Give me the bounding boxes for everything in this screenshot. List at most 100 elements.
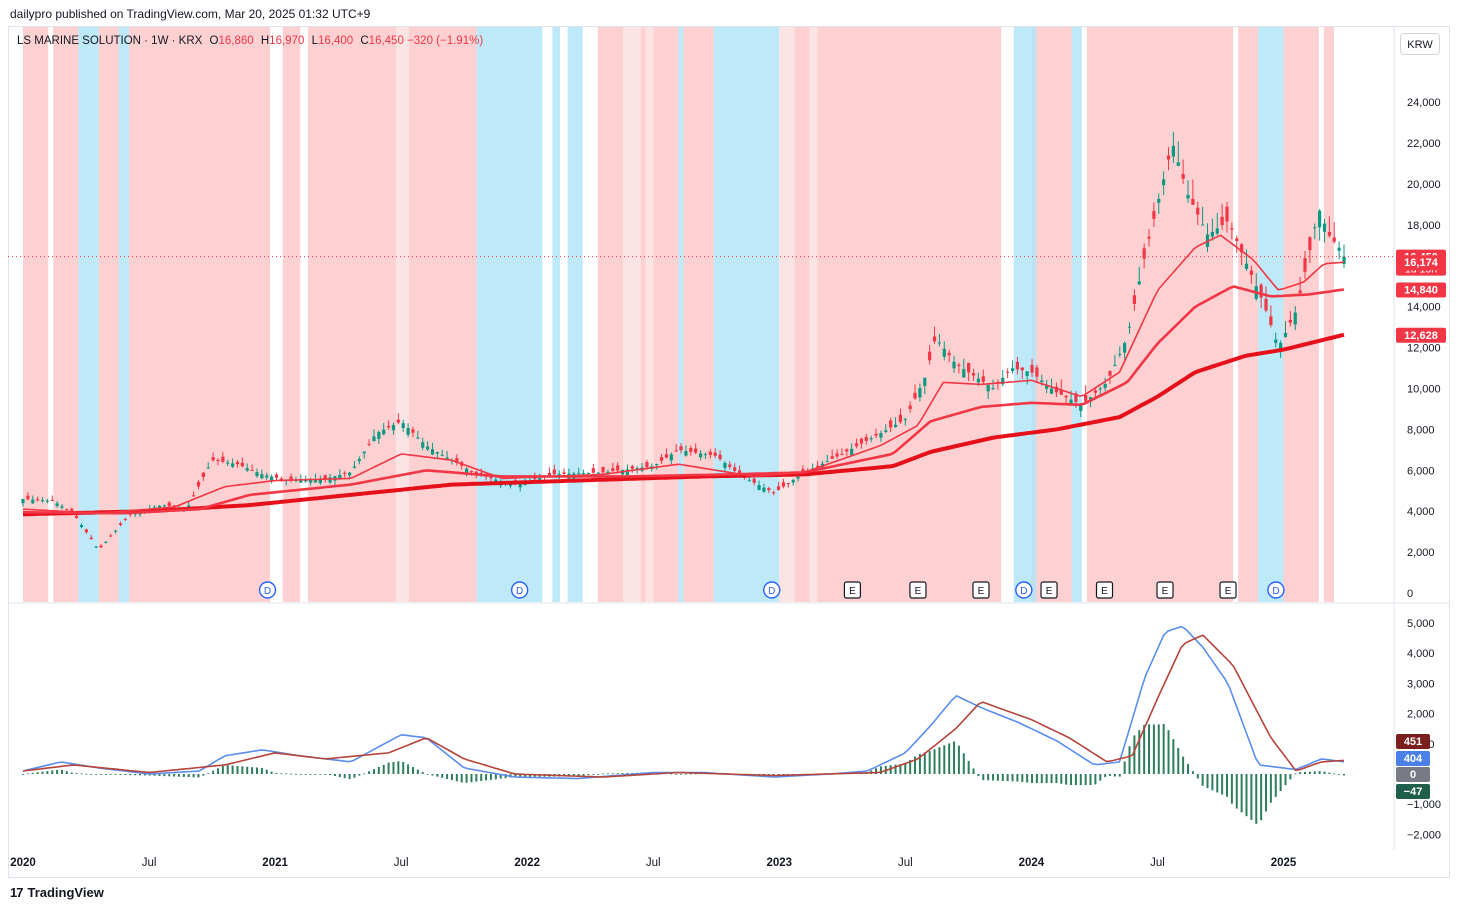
macd-histogram-bar	[246, 766, 249, 774]
chart-frame	[8, 26, 1450, 878]
candle-body	[1030, 364, 1034, 373]
candle-body	[815, 465, 820, 467]
macd-histogram-bar	[1343, 774, 1345, 776]
macd-histogram-bar	[1167, 730, 1170, 774]
earnings-marker-label: E	[849, 586, 856, 597]
macd-histogram-bar	[353, 774, 356, 778]
candle-body	[265, 475, 269, 478]
macd-histogram-bar	[411, 767, 414, 774]
macd-histogram-bar	[343, 774, 346, 779]
candle-body	[1181, 174, 1185, 179]
macd-value-label-box	[1396, 784, 1430, 799]
candle-body	[36, 499, 40, 501]
macd-histogram-bar	[957, 745, 960, 774]
candle-body	[1093, 390, 1097, 393]
y-tick-label: 6,000	[1407, 465, 1435, 477]
candle-body	[1171, 145, 1175, 157]
currency-button[interactable]: KRW	[1400, 33, 1440, 55]
y-tick-label: 4,000	[1407, 506, 1435, 518]
macd-histogram-bar	[290, 773, 293, 775]
macd-tick-label: 4,000	[1407, 648, 1435, 660]
dividend-marker-label: D	[1020, 586, 1027, 597]
macd-histogram-bar	[1323, 771, 1326, 774]
candle-body	[60, 506, 64, 508]
macd-histogram-bar	[465, 774, 468, 783]
macd-histogram-bar	[475, 774, 478, 782]
macd-histogram-bar	[875, 768, 878, 774]
candle-body	[1201, 224, 1205, 226]
candle-body	[299, 479, 303, 483]
y-tick-label: 22,000	[1407, 138, 1441, 150]
macd-histogram-bar	[1152, 724, 1155, 774]
macd-histogram-bar	[60, 769, 63, 774]
candle-body	[825, 461, 829, 463]
candle-body	[1318, 210, 1322, 228]
earnings-marker-label: E	[915, 586, 922, 597]
macd-histogram-bar	[309, 774, 312, 775]
candle-body	[1079, 404, 1083, 411]
macd-histogram-bar	[402, 761, 405, 774]
candle-body	[674, 450, 678, 452]
macd-histogram-bar	[675, 773, 678, 775]
candle-body	[367, 443, 371, 445]
background-band	[1283, 27, 1319, 602]
macd-histogram-bar	[470, 774, 473, 783]
macd-histogram-bar	[1216, 774, 1219, 793]
legend-close-value: 16,450	[368, 35, 404, 47]
candle-body	[562, 472, 566, 474]
earnings-marker-icon	[909, 581, 927, 599]
background-band	[307, 27, 397, 602]
candle-body	[1166, 155, 1171, 160]
macd-histogram-bar	[592, 774, 595, 775]
candle-body	[128, 513, 132, 515]
macd-histogram-bar	[1235, 774, 1238, 809]
footer-brand[interactable]: 17 TradingView	[10, 885, 104, 900]
candle-body	[1152, 211, 1156, 219]
macd-value-label-text: 451	[1404, 736, 1422, 748]
macd-histogram-bar	[1104, 774, 1107, 777]
price-label-box	[1396, 282, 1446, 298]
macd-histogram-bar	[524, 774, 527, 777]
legend-low-label: L	[311, 35, 318, 47]
macd-histogram-bar	[1269, 774, 1272, 803]
candle-body	[464, 468, 469, 473]
macd-histogram-bar	[329, 774, 332, 775]
candle-body	[737, 470, 742, 475]
candle-body	[274, 474, 279, 478]
earnings-marker-label: E	[1225, 586, 1232, 597]
macd-histogram-bar	[1148, 724, 1151, 774]
macd-histogram-bar	[1133, 735, 1136, 774]
background-band	[1170, 27, 1234, 602]
macd-histogram-bar	[138, 774, 141, 776]
candle-body	[581, 473, 586, 475]
signal-line	[22, 634, 1345, 778]
macd-histogram-bar	[270, 771, 273, 774]
candle-body	[1332, 237, 1336, 242]
macd-histogram-bar	[134, 774, 137, 776]
macd-histogram-bar	[528, 774, 531, 777]
earnings-marker-icon	[843, 581, 862, 599]
candle-body	[918, 388, 922, 398]
macd-histogram-bar	[1055, 774, 1058, 784]
candle-body	[1210, 231, 1214, 237]
macd-histogram-bar	[392, 761, 395, 774]
macd-histogram-bar	[207, 773, 210, 774]
candle-body	[1293, 312, 1297, 325]
background-band	[1013, 27, 1037, 602]
candle-body	[21, 498, 25, 504]
macd-histogram-bar	[587, 774, 590, 776]
macd-histogram-bar	[684, 773, 687, 775]
macd-histogram-bar	[621, 773, 624, 774]
candle-body	[421, 442, 425, 448]
candle-body	[772, 492, 776, 494]
footer-brand-label: TradingView	[27, 885, 104, 900]
candle-body	[109, 535, 113, 537]
y-tick-label: 10,000	[1407, 384, 1441, 396]
candle-body	[845, 449, 849, 452]
macd-histogram-bar	[577, 774, 580, 777]
candle-body	[703, 454, 708, 456]
candle-body	[1162, 179, 1166, 186]
macd-histogram-bar	[953, 741, 956, 774]
candle-body	[913, 392, 917, 399]
